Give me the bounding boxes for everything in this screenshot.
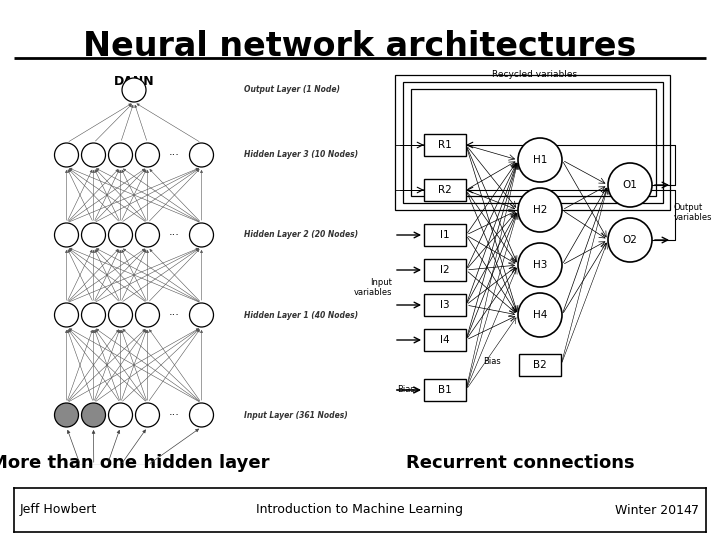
Text: Bias: Bias <box>484 357 501 367</box>
Bar <box>120 516 128 524</box>
Text: Hidden Layer 2 (20 Nodes): Hidden Layer 2 (20 Nodes) <box>244 231 358 240</box>
Text: Bias: Bias <box>397 386 415 395</box>
Circle shape <box>189 303 214 327</box>
Circle shape <box>109 143 132 167</box>
Circle shape <box>81 223 106 247</box>
Text: ···: ··· <box>169 310 180 320</box>
Circle shape <box>608 218 652 262</box>
Circle shape <box>81 303 106 327</box>
Circle shape <box>55 223 78 247</box>
Circle shape <box>518 293 562 337</box>
Circle shape <box>55 143 78 167</box>
Circle shape <box>189 143 214 167</box>
Circle shape <box>55 303 78 327</box>
Bar <box>424 329 466 351</box>
Text: B2: B2 <box>533 360 547 370</box>
Text: More than one hidden layer: More than one hidden layer <box>0 454 270 472</box>
Text: I2: I2 <box>440 265 450 275</box>
Circle shape <box>109 223 132 247</box>
Text: ···: ··· <box>169 150 180 160</box>
Text: DANN: DANN <box>114 75 154 88</box>
Circle shape <box>135 223 160 247</box>
Bar <box>100 496 108 504</box>
Text: H1: H1 <box>533 155 547 165</box>
Bar <box>100 506 108 514</box>
Circle shape <box>122 78 146 102</box>
Text: O1: O1 <box>623 180 637 190</box>
Text: H2: H2 <box>533 205 547 215</box>
Bar <box>424 134 466 156</box>
Text: B1: B1 <box>438 385 452 395</box>
Bar <box>100 516 108 524</box>
Circle shape <box>189 223 214 247</box>
Bar <box>64 465 164 540</box>
Circle shape <box>518 188 562 232</box>
Circle shape <box>608 163 652 207</box>
Bar <box>424 294 466 316</box>
Text: I4: I4 <box>440 335 450 345</box>
Bar <box>424 259 466 281</box>
Circle shape <box>518 138 562 182</box>
Bar <box>109 496 118 504</box>
Circle shape <box>109 303 132 327</box>
Text: ···: ··· <box>169 410 180 420</box>
Bar <box>109 506 118 514</box>
Bar <box>109 526 118 534</box>
Text: Recycled variables: Recycled variables <box>492 70 577 79</box>
Text: Hidden Layer 1 (40 Nodes): Hidden Layer 1 (40 Nodes) <box>244 310 358 320</box>
Text: R2: R2 <box>438 185 452 195</box>
Bar <box>424 179 466 201</box>
Text: Hidden Layer 3 (10 Nodes): Hidden Layer 3 (10 Nodes) <box>244 151 358 159</box>
Bar <box>109 516 118 524</box>
Circle shape <box>81 403 106 427</box>
Bar <box>120 506 128 514</box>
Text: I1: I1 <box>440 230 450 240</box>
Bar <box>519 354 561 376</box>
Bar <box>109 486 118 494</box>
Circle shape <box>189 403 214 427</box>
Text: Recurrent connections: Recurrent connections <box>405 454 634 472</box>
Text: ···: ··· <box>169 230 180 240</box>
Text: Input Layer (361 Nodes): Input Layer (361 Nodes) <box>244 410 348 420</box>
Bar <box>424 379 466 401</box>
Text: Winter 2014: Winter 2014 <box>615 503 692 516</box>
Text: I3: I3 <box>440 300 450 310</box>
Text: Introduction to Machine Learning: Introduction to Machine Learning <box>256 503 464 516</box>
Bar <box>395 75 670 210</box>
Text: 7: 7 <box>691 503 699 516</box>
Circle shape <box>135 303 160 327</box>
Bar <box>403 82 663 203</box>
Text: Jeff Howbert: Jeff Howbert <box>20 503 97 516</box>
Circle shape <box>135 403 160 427</box>
Bar <box>424 224 466 246</box>
Circle shape <box>135 143 160 167</box>
Text: O2: O2 <box>623 235 637 245</box>
Bar <box>120 496 128 504</box>
Text: H4: H4 <box>533 310 547 320</box>
Circle shape <box>81 143 106 167</box>
Text: Neural network architectures: Neural network architectures <box>84 30 636 63</box>
Text: R1: R1 <box>438 140 452 150</box>
Circle shape <box>518 243 562 287</box>
Circle shape <box>55 403 78 427</box>
Text: Input
variables: Input variables <box>354 278 392 297</box>
Circle shape <box>109 403 132 427</box>
Text: Output
variables: Output variables <box>674 203 713 222</box>
Text: H3: H3 <box>533 260 547 270</box>
Bar <box>411 89 656 196</box>
Text: Output Layer (1 Node): Output Layer (1 Node) <box>244 85 340 94</box>
